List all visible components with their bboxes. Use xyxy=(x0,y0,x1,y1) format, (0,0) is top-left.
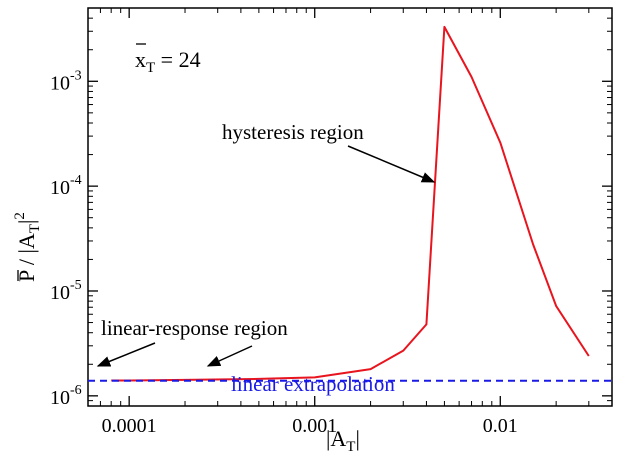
linear-response-arrow-right xyxy=(206,345,253,367)
power-ratio-series-line xyxy=(111,25,590,382)
y-tick-label: 10-5 xyxy=(50,278,82,304)
x-axis-label: |AT| xyxy=(326,426,360,455)
parameter-label: xT = 24 xyxy=(135,43,201,76)
series-layer xyxy=(88,25,612,382)
linear-response-arrow-left xyxy=(96,342,156,367)
y-tick-label: 10-4 xyxy=(50,173,82,199)
param-value: = 24 xyxy=(155,47,200,72)
y-tick-label: 10-3 xyxy=(50,68,82,94)
param-symbol: x xyxy=(135,47,146,72)
y-axis-ticks: 10-6 10-5 10-4 10-3 xyxy=(50,7,612,409)
x-axis-ticks: 0.0001 0.001 0.01 xyxy=(87,8,613,437)
svg-text:P / |AT|2: P / |AT|2 xyxy=(12,212,43,282)
x-tick-label: 0.001 xyxy=(292,415,337,437)
param-subscript: T xyxy=(146,60,155,76)
linear-extrapolation-label: linear extrapolation xyxy=(231,372,395,396)
y-tick-label: 10-6 xyxy=(50,383,82,409)
x-tick-label: 0.0001 xyxy=(102,415,157,437)
svg-text:xT = 24: xT = 24 xyxy=(135,47,201,76)
plot-frame xyxy=(87,7,613,407)
x-tick-label: 0.01 xyxy=(483,415,518,437)
hysteresis-label: hysteresis region xyxy=(222,120,364,144)
linear-response-label: linear-response region xyxy=(101,316,288,340)
y-axis-label: P / |AT|2 xyxy=(12,212,43,282)
hysteresis-arrow xyxy=(347,145,436,183)
